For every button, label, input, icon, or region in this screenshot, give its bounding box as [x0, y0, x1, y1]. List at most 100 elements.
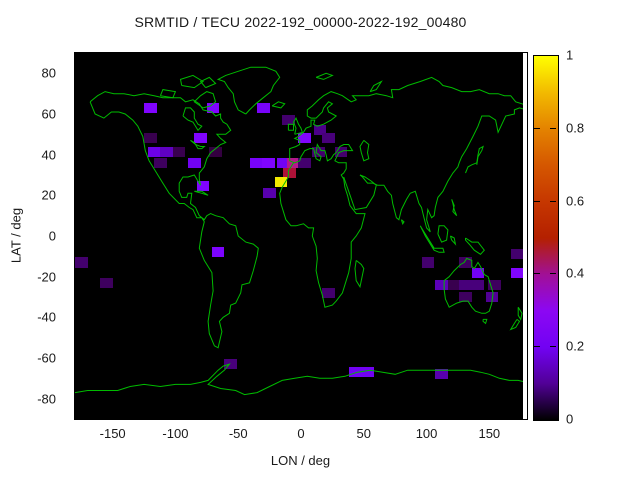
heatmap-cell: [313, 125, 327, 136]
x-tick-label: 50: [356, 426, 371, 441]
coastline-path: [193, 91, 217, 109]
heatmap-cell: [144, 133, 157, 144]
heatmap-cell: [322, 133, 335, 144]
plot-area: [74, 52, 528, 420]
x-tick-label: -100: [162, 426, 189, 441]
heatmap-cell: [488, 279, 501, 290]
heatmap-cell: [447, 279, 461, 290]
x-tick-label: 150: [478, 426, 501, 441]
heatmap-cell: [348, 367, 362, 378]
heatmap-cell: [206, 102, 220, 113]
coastline-path: [359, 140, 370, 162]
coastline-path: [159, 89, 177, 99]
world-map-canvas: [75, 53, 523, 419]
heatmap-cell: [322, 287, 335, 298]
heatmap-cell: [211, 247, 225, 258]
x-tick-label: -50: [228, 426, 248, 441]
y-tick-label: 20: [41, 187, 56, 203]
coastline-path: [89, 91, 259, 349]
y-tick-label: 0: [48, 228, 56, 244]
coastline-path: [179, 74, 205, 89]
colorbar-tick-label: 0.6: [566, 193, 585, 209]
heatmap-cell: [224, 359, 237, 370]
colorbar-tick: [550, 346, 556, 348]
heatmap-cell: [196, 181, 210, 192]
heatmap-cell: [471, 279, 485, 290]
heatmap-cell: [172, 146, 186, 157]
heatmap-cell: [298, 133, 312, 144]
heatmap-cell: [263, 188, 276, 199]
heatmap-cell: [435, 279, 448, 290]
colorbar-tick: [550, 200, 556, 202]
coastline-path: [369, 80, 383, 93]
heatmap-cell: [262, 157, 275, 168]
coastline-path: [75, 363, 523, 396]
coastline-path: [292, 117, 303, 135]
heatmap-cell: [154, 157, 167, 168]
heatmap-cell: [298, 157, 312, 168]
heatmap-cell: [312, 146, 325, 157]
coastline-path: [190, 139, 206, 150]
coastline-path: [271, 101, 286, 109]
heatmap-cell: [194, 133, 207, 144]
colorbar-tick-label: 0: [566, 411, 574, 427]
heatmap-cell: [100, 277, 113, 288]
coastline-path: [482, 318, 488, 325]
coastline-path: [182, 107, 203, 132]
colorbar-tick: [534, 273, 540, 275]
heatmap-cell: [249, 157, 263, 168]
colorbar-tick: [550, 273, 556, 275]
coastline-path: [437, 225, 449, 243]
heatmap-cell: [471, 267, 485, 278]
heatmap-cell: [160, 146, 173, 157]
coastline-path: [449, 235, 457, 246]
y-tick-label: -20: [37, 269, 56, 285]
coastline-path: [451, 199, 458, 217]
x-tick-label: -150: [99, 426, 126, 441]
y-tick-label: -40: [37, 309, 56, 325]
y-tick-label: -60: [37, 350, 56, 366]
coastline-path: [359, 107, 523, 233]
coastline-path: [465, 145, 484, 174]
coastline-path: [465, 237, 485, 255]
x-tick-label: 0: [297, 426, 305, 441]
colorbar-tick: [534, 127, 540, 129]
heatmap-cell: [257, 102, 270, 113]
heatmap-cell: [361, 367, 374, 378]
y-axis-label: LAT / deg: [8, 207, 24, 264]
y-tick-label: 60: [41, 106, 56, 122]
coastline-path: [400, 219, 405, 225]
heatmap-cell: [75, 257, 88, 268]
heatmap-cell: [435, 369, 448, 380]
colorbar-tick-label: 0.4: [566, 265, 585, 281]
colorbar-tick: [534, 346, 540, 348]
colorbar-tick-label: 0.8: [566, 120, 585, 136]
coastline-path: [509, 319, 521, 331]
coastline-path: [354, 260, 365, 289]
y-tick-label: -80: [37, 391, 56, 407]
coastline-svg: [75, 66, 523, 396]
colorbar-tick: [550, 127, 556, 129]
colorbar-tick-label: 0.2: [566, 338, 585, 354]
x-axis-label: LON / deg: [270, 453, 331, 468]
heatmap-cell: [283, 167, 296, 179]
heatmap-cell: [282, 115, 295, 126]
heatmap-cell: [144, 102, 157, 113]
heatmap-cell: [510, 249, 523, 260]
heatmap-cell: [274, 177, 288, 188]
colorbar-tick: [534, 200, 540, 202]
heatmap-cell: [510, 267, 523, 278]
coastline-path: [194, 190, 209, 196]
heatmap-cell: [459, 257, 472, 268]
y-tick-label: 80: [41, 65, 56, 81]
y-tick-label: 40: [41, 147, 56, 163]
chart-title: SRMTID / TECU 2022-192_00000-2022-192_00…: [134, 14, 467, 30]
heatmap-cell: [459, 291, 472, 303]
coastline-path: [315, 72, 334, 80]
heatmap-cell: [421, 257, 435, 268]
coastline-path: [287, 123, 294, 131]
coastline-path: [443, 257, 494, 314]
heatmap-cell: [147, 146, 161, 157]
colorbar: [533, 55, 559, 421]
